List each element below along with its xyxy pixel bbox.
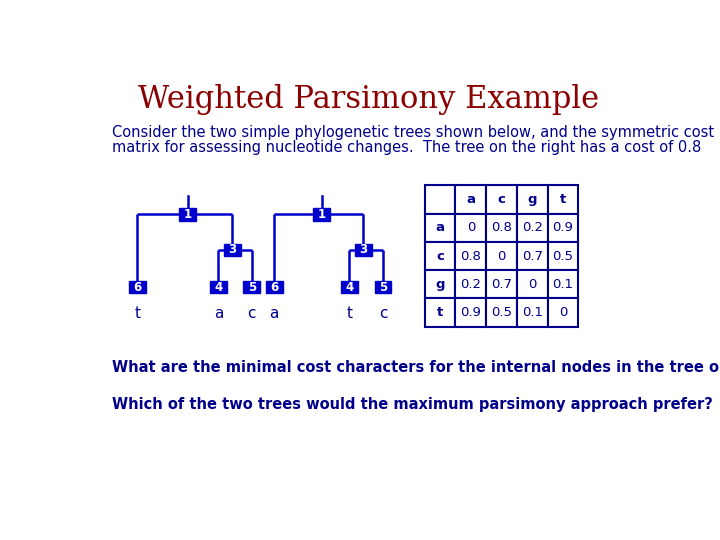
Text: 0.7: 0.7 bbox=[491, 278, 512, 291]
Bar bbox=[425, 214, 456, 242]
Bar bbox=[456, 242, 486, 270]
Text: 0: 0 bbox=[559, 306, 567, 319]
Bar bbox=[486, 270, 517, 299]
Bar bbox=[547, 242, 578, 270]
Bar bbox=[486, 299, 517, 327]
Text: g: g bbox=[528, 193, 537, 206]
FancyBboxPatch shape bbox=[355, 244, 372, 256]
Text: a: a bbox=[269, 306, 279, 321]
Bar bbox=[456, 299, 486, 327]
Text: t: t bbox=[346, 306, 353, 321]
Text: 0.5: 0.5 bbox=[491, 306, 512, 319]
Text: 0.9: 0.9 bbox=[552, 221, 573, 234]
Text: a: a bbox=[214, 306, 223, 321]
Text: What are the minimal cost characters for the internal nodes in the tree on the l: What are the minimal cost characters for… bbox=[112, 360, 720, 375]
Text: c: c bbox=[379, 306, 387, 321]
Text: t: t bbox=[135, 306, 140, 321]
Text: Which of the two trees would the maximum parsimony approach prefer?: Which of the two trees would the maximum… bbox=[112, 397, 714, 413]
Text: 0: 0 bbox=[528, 278, 536, 291]
Text: 4: 4 bbox=[215, 281, 222, 294]
Text: 0: 0 bbox=[467, 221, 475, 234]
Bar bbox=[456, 214, 486, 242]
Text: 6: 6 bbox=[270, 281, 278, 294]
Text: a: a bbox=[467, 193, 475, 206]
Bar bbox=[517, 185, 548, 214]
Text: 5: 5 bbox=[248, 281, 256, 294]
FancyBboxPatch shape bbox=[210, 281, 227, 294]
Text: 0.2: 0.2 bbox=[522, 221, 543, 234]
Text: c: c bbox=[498, 193, 505, 206]
Bar bbox=[547, 299, 578, 327]
FancyBboxPatch shape bbox=[179, 208, 196, 221]
Bar bbox=[486, 185, 517, 214]
Text: Consider the two simple phylogenetic trees shown below, and the symmetric cost: Consider the two simple phylogenetic tre… bbox=[112, 125, 714, 140]
Text: 0.8: 0.8 bbox=[491, 221, 512, 234]
Text: 0.1: 0.1 bbox=[552, 278, 573, 291]
FancyBboxPatch shape bbox=[224, 244, 240, 256]
Text: c: c bbox=[436, 249, 444, 262]
Text: 0.5: 0.5 bbox=[552, 249, 573, 262]
FancyBboxPatch shape bbox=[243, 281, 260, 294]
FancyBboxPatch shape bbox=[374, 281, 392, 294]
Text: 6: 6 bbox=[133, 281, 142, 294]
Text: 4: 4 bbox=[346, 281, 354, 294]
Text: 1: 1 bbox=[184, 208, 192, 221]
Bar bbox=[425, 270, 456, 299]
FancyBboxPatch shape bbox=[341, 281, 358, 294]
Text: matrix for assessing nucleotide changes.  The tree on the right has a cost of 0.: matrix for assessing nucleotide changes.… bbox=[112, 140, 701, 154]
Bar bbox=[486, 242, 517, 270]
Bar bbox=[517, 242, 548, 270]
Bar bbox=[547, 214, 578, 242]
Text: t: t bbox=[559, 193, 566, 206]
Bar bbox=[456, 185, 486, 214]
Bar bbox=[486, 214, 517, 242]
Text: 0.1: 0.1 bbox=[522, 306, 543, 319]
Bar bbox=[425, 299, 456, 327]
Text: Weighted Parsimony Example: Weighted Parsimony Example bbox=[138, 84, 600, 114]
Text: 5: 5 bbox=[379, 281, 387, 294]
Bar bbox=[517, 299, 548, 327]
Bar bbox=[547, 270, 578, 299]
Text: 0.7: 0.7 bbox=[522, 249, 543, 262]
Text: 3: 3 bbox=[359, 244, 367, 256]
Bar bbox=[517, 214, 548, 242]
Text: 0: 0 bbox=[498, 249, 505, 262]
Text: c: c bbox=[248, 306, 256, 321]
Bar bbox=[456, 270, 486, 299]
Text: 3: 3 bbox=[228, 244, 236, 256]
Bar bbox=[547, 185, 578, 214]
FancyBboxPatch shape bbox=[313, 208, 330, 221]
FancyBboxPatch shape bbox=[266, 281, 282, 294]
Text: 0.2: 0.2 bbox=[460, 278, 482, 291]
Bar bbox=[425, 185, 456, 214]
Text: 0.8: 0.8 bbox=[460, 249, 481, 262]
Bar bbox=[517, 270, 548, 299]
Text: 1: 1 bbox=[318, 208, 325, 221]
Text: a: a bbox=[436, 221, 445, 234]
Text: t: t bbox=[437, 306, 444, 319]
Bar bbox=[425, 242, 456, 270]
Text: 0.9: 0.9 bbox=[460, 306, 481, 319]
Text: g: g bbox=[436, 278, 445, 291]
FancyBboxPatch shape bbox=[129, 281, 145, 294]
